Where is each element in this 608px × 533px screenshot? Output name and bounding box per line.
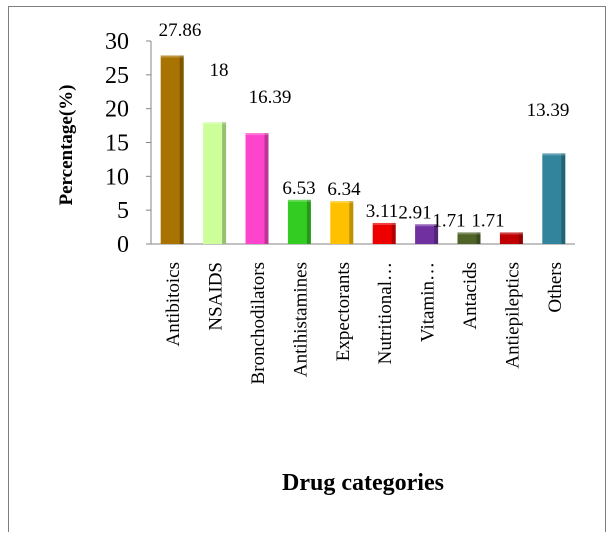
- category-label: Expectorants: [333, 262, 354, 361]
- data-label: 6.34: [327, 179, 361, 200]
- category-label: Antiepileptics: [502, 262, 523, 369]
- bar-shade: [349, 201, 354, 244]
- bar-fill: [160, 55, 184, 244]
- bar: [245, 133, 269, 244]
- data-label: 16.39: [249, 87, 292, 108]
- bar-highlight: [203, 122, 227, 125]
- bar-fill: [457, 232, 481, 244]
- bar-highlight: [160, 55, 184, 58]
- bar-highlight: [415, 224, 439, 227]
- y-tick-label: 25: [105, 63, 129, 89]
- data-label: 13.39: [527, 100, 570, 121]
- bar: [542, 153, 566, 244]
- category-label: Vitamin…: [418, 262, 439, 342]
- y-tick-label: 10: [105, 164, 129, 190]
- category-label: Nutritional…: [375, 262, 396, 364]
- bar-highlight: [542, 153, 566, 156]
- bar-shade: [391, 222, 396, 244]
- bar-fill: [542, 153, 566, 244]
- bar-shade: [518, 232, 523, 244]
- data-label: 18: [210, 60, 229, 81]
- bar-highlight: [457, 232, 481, 235]
- bar-shade: [179, 55, 184, 244]
- bar-fill: [499, 232, 523, 244]
- y-tick-label: 5: [117, 198, 129, 224]
- y-tick-label: 20: [105, 97, 129, 123]
- bar: [372, 222, 396, 244]
- y-tick-label: 0: [117, 232, 129, 258]
- bar-fill: [245, 133, 269, 244]
- bar: [330, 201, 354, 244]
- data-label: 2.91: [398, 202, 431, 223]
- y-tick-label: 30: [105, 29, 129, 55]
- bar-highlight: [245, 133, 269, 136]
- bar-highlight: [287, 199, 311, 202]
- bar-fill: [330, 201, 354, 244]
- bar: [160, 55, 184, 244]
- bar-fill: [287, 199, 311, 244]
- bar-highlight: [372, 222, 396, 225]
- bar: [203, 122, 227, 244]
- bar-shade: [306, 199, 311, 244]
- bar: [499, 232, 523, 244]
- bar-shade: [264, 133, 269, 244]
- category-label: Antihistamines: [290, 262, 311, 377]
- bar-fill: [415, 224, 439, 244]
- category-label: Bronchodilators: [248, 262, 269, 384]
- category-label: Antacids: [460, 262, 481, 330]
- bar: [457, 232, 481, 244]
- bar-highlight: [330, 201, 354, 204]
- data-label: 6.53: [282, 178, 315, 199]
- category-label: Antibitoics: [163, 262, 184, 346]
- data-label: 1.71: [471, 210, 504, 231]
- bar-fill: [372, 222, 396, 244]
- chart-frame: [8, 6, 606, 532]
- x-axis-title: Drug categories: [282, 470, 444, 496]
- bar: [287, 199, 311, 244]
- bar: [415, 224, 439, 244]
- bar-shade: [561, 153, 566, 244]
- data-label: 3.11: [366, 201, 399, 222]
- y-tick-label: 15: [105, 131, 129, 157]
- bar-highlight: [499, 232, 523, 235]
- bar-fill: [203, 122, 227, 244]
- category-label: NSAIDS: [206, 262, 227, 331]
- bar-shade: [434, 224, 439, 244]
- bar-shade: [476, 232, 481, 244]
- bar-shade: [222, 122, 227, 244]
- category-label: Others: [545, 262, 566, 313]
- data-label: 1.71: [432, 210, 465, 231]
- y-axis-title: Percentage(%): [56, 85, 77, 206]
- data-label: 27.86: [159, 20, 202, 41]
